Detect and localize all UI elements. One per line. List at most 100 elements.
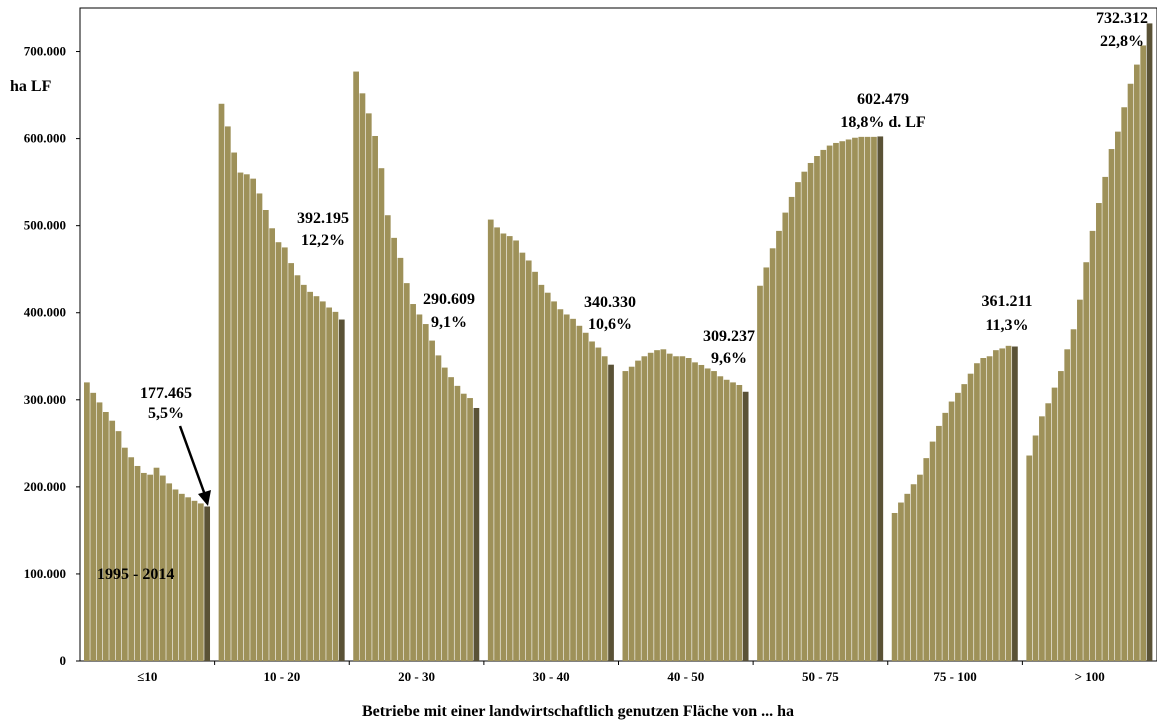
- bar: [692, 362, 698, 661]
- data-label-value: 177.465: [140, 385, 192, 402]
- bar: [338, 319, 345, 661]
- bar: [736, 385, 743, 661]
- bar: [218, 103, 225, 661]
- bar: [557, 309, 564, 661]
- bar: [1070, 329, 1077, 661]
- bar: [858, 136, 865, 662]
- bar: [698, 364, 705, 661]
- bar: [185, 497, 192, 661]
- data-label-share: 18,8% d. LF: [840, 114, 926, 131]
- bar: [654, 350, 660, 661]
- bar: [1089, 230, 1096, 661]
- bar: [576, 325, 583, 661]
- x-tick-label: 50 - 75: [802, 669, 839, 684]
- bar: [839, 141, 846, 661]
- data-label-value: 290.609: [423, 291, 475, 308]
- bar: [506, 236, 513, 662]
- bar: [1115, 131, 1121, 661]
- bar: [500, 233, 507, 661]
- y-tick-label: 100.000: [24, 566, 66, 581]
- data-label-value: 309.237: [703, 328, 755, 345]
- bar: [929, 441, 936, 661]
- annotation-arrowhead: [198, 490, 211, 506]
- bar: [1012, 346, 1018, 661]
- bar: [1096, 203, 1102, 661]
- x-axis-label: Betriebe mit einer landwirtschaftlich ge…: [362, 703, 794, 720]
- bar: [986, 356, 993, 661]
- bar: [1051, 387, 1058, 661]
- bar: [1121, 107, 1128, 661]
- bar: [115, 431, 122, 661]
- bar: [538, 284, 545, 661]
- bar: [313, 296, 320, 661]
- bar: [891, 512, 898, 661]
- bar: [262, 209, 269, 662]
- annotation-arrow: [178, 425, 207, 496]
- bar: [250, 178, 257, 661]
- bar: [410, 304, 416, 661]
- bar: [864, 136, 871, 662]
- bar: [332, 311, 339, 661]
- bar: [923, 458, 930, 661]
- bar: [993, 350, 999, 661]
- bar: [711, 371, 717, 661]
- bar: [281, 247, 288, 661]
- bar: [397, 257, 404, 661]
- bar: [967, 373, 974, 661]
- bar: [769, 248, 776, 662]
- bar: [788, 196, 795, 661]
- bar: [1045, 403, 1052, 661]
- bar: [673, 356, 679, 661]
- bar: [730, 382, 736, 661]
- bar: [1140, 45, 1147, 661]
- bar: [307, 291, 313, 661]
- bar: [231, 152, 238, 661]
- x-tick-label: ≤10: [137, 669, 157, 684]
- bar: [955, 392, 961, 661]
- bar: [685, 358, 692, 661]
- bar: [159, 475, 166, 661]
- bar: [820, 149, 827, 662]
- bar: [1127, 83, 1134, 661]
- y-tick-label: 700.000: [24, 44, 66, 59]
- bar: [1102, 176, 1109, 661]
- bar: [460, 393, 467, 661]
- x-axis-categories: ≤10 10 - 20 20 - 30 30 - 40 40 - 50 50 - 75 75…: [137, 661, 1105, 684]
- bar: [256, 193, 263, 661]
- bar: [487, 219, 494, 661]
- bar: [294, 275, 301, 661]
- x-tick-label: 30 - 40: [533, 669, 570, 684]
- bar: [1083, 262, 1090, 661]
- x-tick-label: 75 - 100: [933, 669, 976, 684]
- bar: [833, 142, 839, 661]
- bar: [140, 472, 147, 661]
- bar: [1039, 416, 1045, 661]
- bar: [877, 136, 884, 661]
- x-tick-label: 10 - 20: [263, 669, 300, 684]
- bar: [742, 391, 749, 661]
- bar: [435, 355, 442, 661]
- bar: [1026, 455, 1033, 661]
- bar: [801, 171, 808, 661]
- bar: [980, 358, 987, 661]
- data-label-share: 10,6%: [588, 316, 632, 333]
- bar: [147, 474, 154, 661]
- bar: [666, 353, 673, 661]
- bar: [519, 252, 526, 661]
- bar: [723, 379, 730, 661]
- y-tick-label: 500.000: [24, 218, 66, 233]
- bar: [300, 284, 307, 661]
- bar: [178, 493, 185, 661]
- bar: [961, 384, 968, 661]
- annotations: 177.465 5,5% 392.195 12,2% 290.609 9,1% 340.33…: [140, 10, 1148, 422]
- bar: [563, 314, 570, 661]
- bar: [942, 412, 949, 661]
- bar: [635, 360, 641, 661]
- bar: [544, 292, 551, 661]
- data-label-value: 340.330: [584, 294, 636, 311]
- bar: [513, 240, 519, 661]
- bar: [999, 348, 1006, 661]
- bar: [871, 136, 877, 662]
- bar: [570, 318, 576, 661]
- bar: [582, 332, 589, 661]
